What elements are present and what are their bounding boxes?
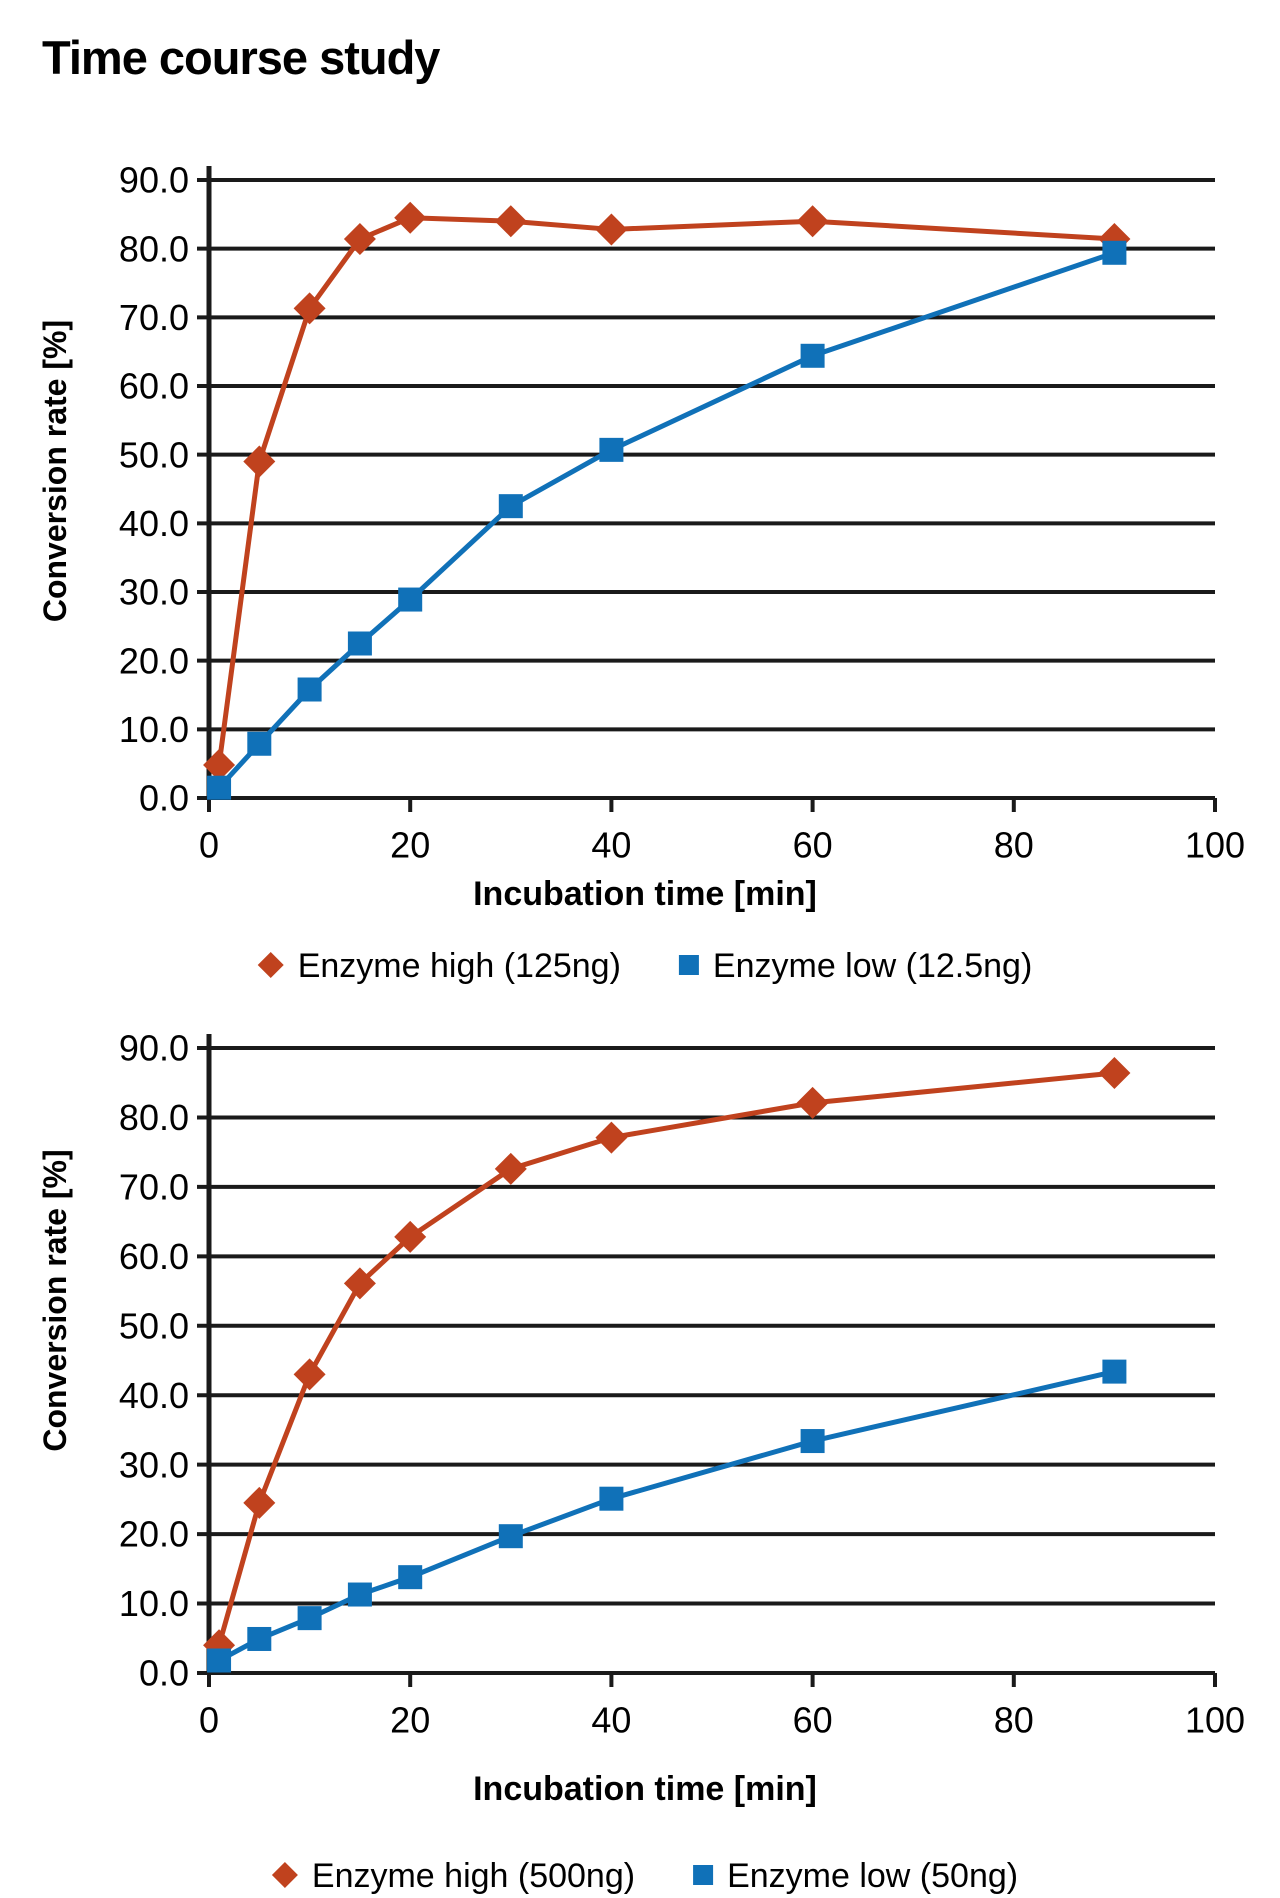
data-point-enzyme-high xyxy=(243,1486,276,1519)
x-tick-label: 20 xyxy=(390,1700,430,1741)
x-tick-label: 60 xyxy=(793,825,833,866)
x-tick-label: 0 xyxy=(199,825,219,866)
legend-label: Enzyme high (500ng) xyxy=(312,1857,635,1895)
y-tick-label: 60.0 xyxy=(119,1236,189,1277)
x-axis-title: Incubation time [min] xyxy=(473,875,817,913)
legend: Enzyme high (500ng) Enzyme low (50ng) xyxy=(271,1857,1018,1895)
x-tick-label: 80 xyxy=(994,1700,1034,1741)
data-point-enzyme-high xyxy=(394,1220,427,1253)
y-tick-label: 60.0 xyxy=(119,366,189,407)
legend: Enzyme high (125ng) Enzyme low (12.5ng) xyxy=(257,947,1032,985)
data-point-enzyme-low xyxy=(498,494,523,519)
data-point-enzyme-low xyxy=(347,631,372,656)
data-point-enzyme-low xyxy=(297,1606,322,1631)
data-point-enzyme-low xyxy=(800,343,825,368)
data-point-enzyme-low xyxy=(599,437,624,462)
x-tick-label: 40 xyxy=(591,1700,631,1741)
y-tick-label: 80.0 xyxy=(119,1097,189,1138)
data-point-enzyme-low xyxy=(207,1648,232,1673)
data-point-enzyme-high xyxy=(243,445,276,478)
time-course-chart-bottom: 0.0 10.0 20.0 30.0 40.0 50.0 60.0 70.0 80.0 90.0 0… xyxy=(37,1028,1245,1895)
series-line-enzyme-low xyxy=(216,250,1117,791)
data-point-enzyme-high xyxy=(595,213,628,246)
data-point-enzyme-low xyxy=(599,1486,624,1511)
page-title: Time course study xyxy=(42,31,440,84)
legend-marker-square-icon xyxy=(693,1865,714,1885)
data-point-enzyme-low xyxy=(800,1429,825,1454)
legend-marker-diamond-icon xyxy=(257,952,284,978)
data-point-enzyme-low xyxy=(297,677,322,702)
y-tick-label: 50.0 xyxy=(119,434,189,475)
data-point-enzyme-high xyxy=(203,749,236,782)
data-point-enzyme-low xyxy=(498,1524,523,1549)
x-tick-label: 0 xyxy=(199,1700,219,1741)
legend-item-enzyme-low: Enzyme low (12.5ng) xyxy=(678,947,1032,985)
data-point-enzyme-high xyxy=(343,223,376,256)
y-tick-label: 0.0 xyxy=(139,778,189,819)
data-point-enzyme-low xyxy=(1102,240,1127,265)
data-point-enzyme-low xyxy=(398,587,423,612)
legend-item-enzyme-high: Enzyme high (500ng) xyxy=(271,1857,635,1895)
y-tick-label: 40.0 xyxy=(119,1375,189,1416)
data-point-enzyme-low xyxy=(398,1565,423,1590)
y-tick-label: 70.0 xyxy=(119,297,189,338)
legend-label: Enzyme low (50ng) xyxy=(727,1857,1018,1895)
x-tick-label: 20 xyxy=(390,825,430,866)
data-point-enzyme-high xyxy=(1098,1057,1131,1089)
y-tick-label: 20.0 xyxy=(119,1514,189,1555)
y-tick-label: 90.0 xyxy=(119,1028,189,1069)
legend-label: Enzyme high (125ng) xyxy=(298,947,621,985)
data-point-enzyme-low xyxy=(347,1582,372,1607)
x-tick-label: 100 xyxy=(1185,1700,1245,1741)
time-course-chart-top: 0.0 10.0 20.0 30.0 40.0 50.0 60.0 70.0 80.0 90.0 0… xyxy=(37,160,1245,985)
series-line-enzyme-high xyxy=(216,1070,1117,1648)
x-tick-label: 80 xyxy=(994,825,1034,866)
data-point-enzyme-low xyxy=(207,775,232,800)
data-point-enzyme-high xyxy=(494,1152,527,1185)
y-tick-label: 20.0 xyxy=(119,640,189,681)
data-point-enzyme-low xyxy=(247,1626,272,1651)
x-axis-title: Incubation time [min] xyxy=(473,1770,817,1808)
y-axis-title: Conversion rate [%] xyxy=(37,320,73,622)
data-point-enzyme-high xyxy=(394,201,427,234)
y-tick-label: 10.0 xyxy=(119,709,189,750)
x-tick-label: 40 xyxy=(591,825,631,866)
data-point-enzyme-low xyxy=(1102,1359,1127,1384)
y-tick-label: 0.0 xyxy=(139,1653,189,1694)
data-point-enzyme-high xyxy=(494,205,527,238)
legend-marker-diamond-icon xyxy=(271,1862,298,1888)
legend-item-enzyme-low: Enzyme low (50ng) xyxy=(693,1857,1018,1895)
y-tick-label: 70.0 xyxy=(119,1166,189,1207)
data-point-enzyme-high xyxy=(796,1086,829,1119)
y-axis-title: Conversion rate [%] xyxy=(37,1149,73,1451)
data-point-enzyme-low xyxy=(247,731,272,756)
y-tick-label: 30.0 xyxy=(119,572,189,613)
data-point-enzyme-high xyxy=(796,205,829,238)
y-tick-label: 90.0 xyxy=(119,160,189,201)
data-point-enzyme-high xyxy=(595,1121,628,1154)
y-tick-label: 80.0 xyxy=(119,228,189,269)
legend-item-enzyme-high: Enzyme high (125ng) xyxy=(257,947,621,985)
y-tick-label: 10.0 xyxy=(119,1583,189,1624)
data-point-enzyme-high xyxy=(293,292,326,325)
data-point-enzyme-high xyxy=(343,1267,376,1300)
legend-marker-square-icon xyxy=(678,955,699,975)
x-tick-label: 100 xyxy=(1185,825,1245,866)
y-tick-label: 40.0 xyxy=(119,503,189,544)
legend-label: Enzyme low (12.5ng) xyxy=(713,947,1032,985)
data-point-enzyme-high xyxy=(293,1358,326,1391)
x-tick-label: 60 xyxy=(793,1700,833,1741)
series-line-enzyme-low xyxy=(216,1369,1117,1663)
y-tick-label: 30.0 xyxy=(119,1444,189,1485)
y-tick-label: 50.0 xyxy=(119,1305,189,1346)
